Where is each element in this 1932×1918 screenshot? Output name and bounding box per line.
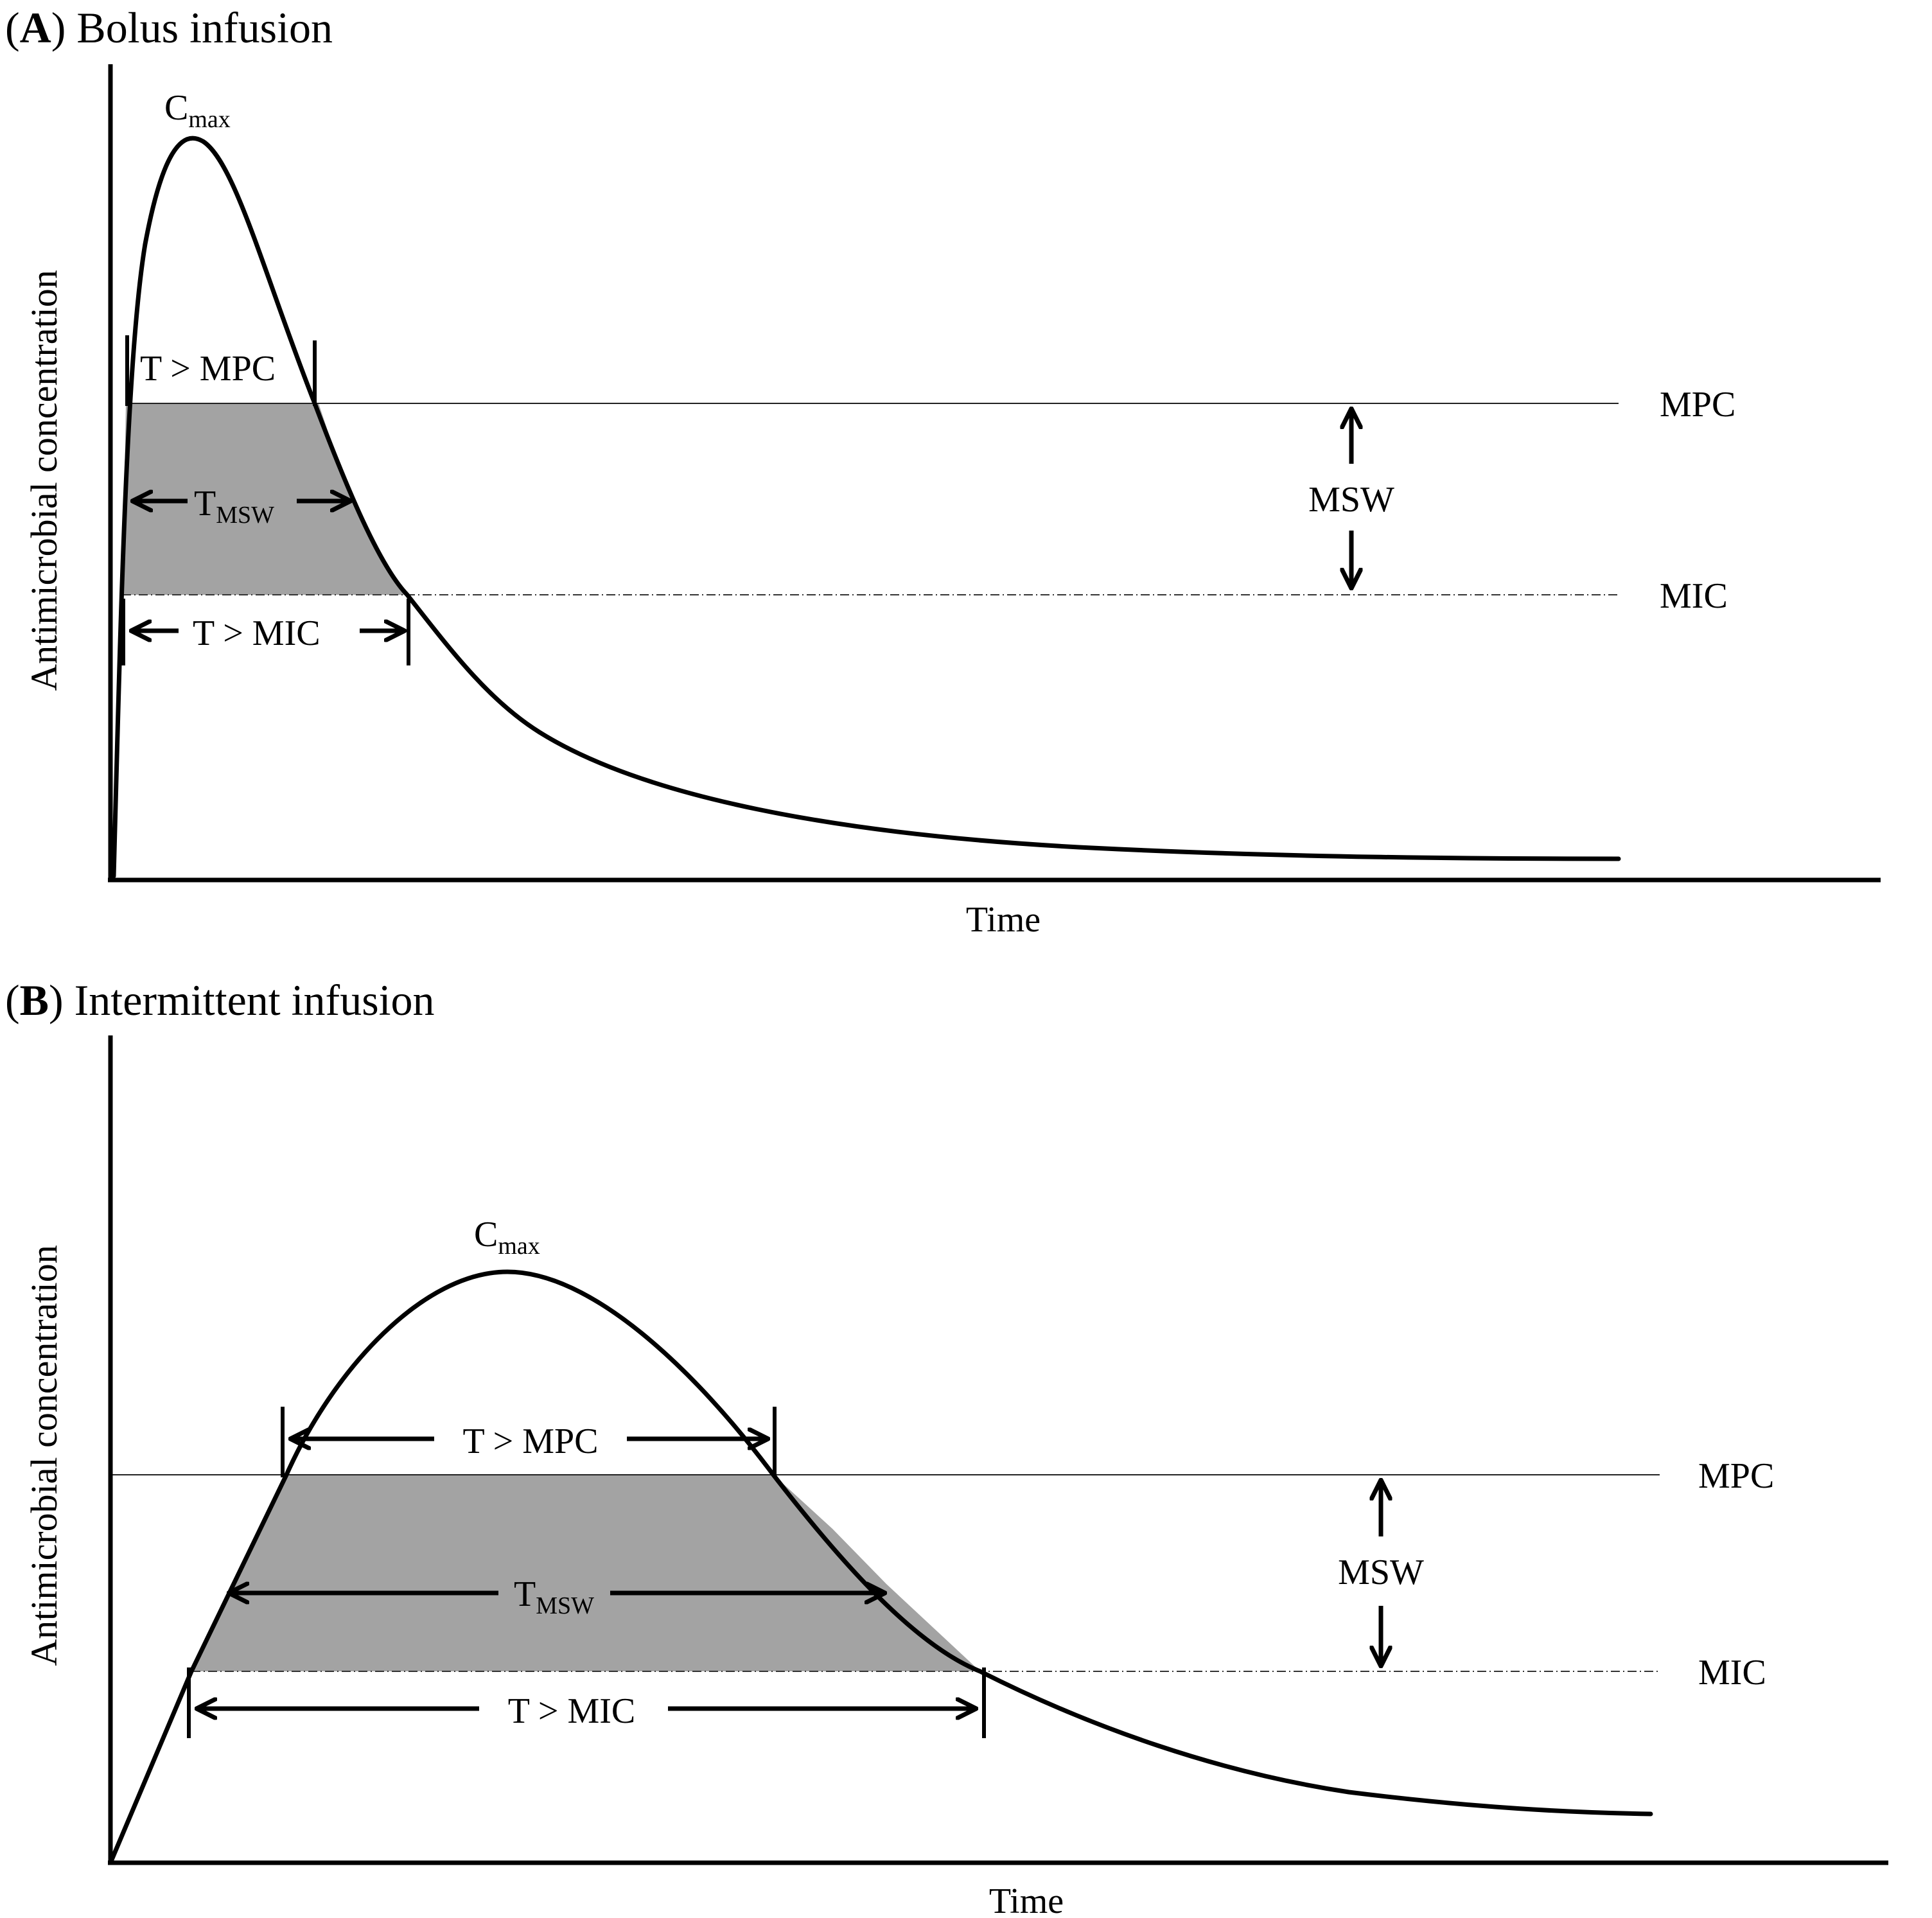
panel-b-cmax-label: Cmax xyxy=(474,1215,540,1260)
panel-b-title: (B) Intermittent infusion xyxy=(5,976,435,1025)
panel-b: (B) Intermittent infusion Cmax T > MPC T… xyxy=(5,976,1888,1918)
panel-a-title: (A) Bolus infusion xyxy=(5,3,333,52)
panel-b-mpc-label: MPC xyxy=(1698,1456,1774,1496)
panel-b-x-axis-label: Time xyxy=(989,1881,1064,1918)
panel-a-y-axis-label: Antimicrobial concentration xyxy=(23,270,65,691)
panel-a: (A) Bolus infusion Cmax T > MPC TMSW T >… xyxy=(5,3,1881,940)
panel-a-mic-label: MIC xyxy=(1660,576,1728,616)
panel-b-t-above-mic-label: T > MIC xyxy=(508,1691,636,1731)
panel-a-t-above-mpc-label: T > MPC xyxy=(140,349,276,389)
panel-a-cmax-label: Cmax xyxy=(164,88,231,133)
panel-a-t-msw-label: TMSW xyxy=(194,484,274,529)
panel-a-mpc-label: MPC xyxy=(1660,385,1735,425)
panel-a-msw-shaded-region xyxy=(122,403,407,595)
panel-a-msw-label: MSW xyxy=(1308,480,1394,520)
panel-a-x-axis-label: Time xyxy=(966,900,1041,940)
panel-b-msw-label: MSW xyxy=(1338,1553,1424,1592)
panel-b-msw-shaded-region xyxy=(191,1475,980,1671)
panel-b-t-msw-label: TMSW xyxy=(514,1574,594,1619)
panel-b-mic-label: MIC xyxy=(1698,1653,1766,1693)
panel-b-t-above-mpc-label: T > MPC xyxy=(462,1421,598,1461)
panel-b-y-axis-label: Antimicrobial concentration xyxy=(23,1245,65,1666)
panel-a-concentration-curve xyxy=(111,136,1621,879)
panel-a-t-above-mic-label: T > MIC xyxy=(193,613,321,653)
